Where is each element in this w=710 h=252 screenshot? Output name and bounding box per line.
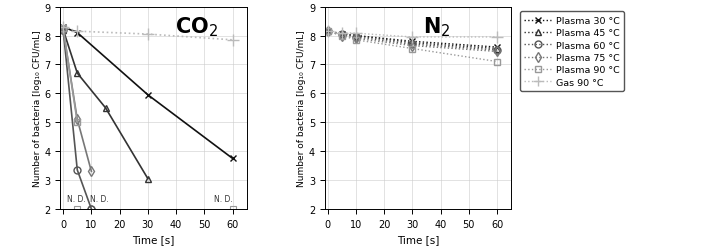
Text: N. D.: N. D. bbox=[90, 194, 109, 203]
Y-axis label: Number of bacteria [log₁₀ CFU/mL]: Number of bacteria [log₁₀ CFU/mL] bbox=[33, 30, 42, 186]
Text: N$_2$: N$_2$ bbox=[423, 16, 450, 39]
Text: CO$_2$: CO$_2$ bbox=[175, 16, 218, 39]
Text: N. D.: N. D. bbox=[214, 194, 233, 203]
Text: N. D.: N. D. bbox=[67, 194, 86, 203]
Y-axis label: Number of bacteria [log₁₀ CFU/mL]: Number of bacteria [log₁₀ CFU/mL] bbox=[297, 30, 306, 186]
Legend: Plasma 30 °C, Plasma 45 °C, Plasma 60 °C, Plasma 75 °C, Plasma 90 °C, Gas 90 °C: Plasma 30 °C, Plasma 45 °C, Plasma 60 °C… bbox=[520, 12, 624, 92]
X-axis label: Time [s]: Time [s] bbox=[397, 234, 439, 244]
X-axis label: Time [s]: Time [s] bbox=[132, 234, 175, 244]
